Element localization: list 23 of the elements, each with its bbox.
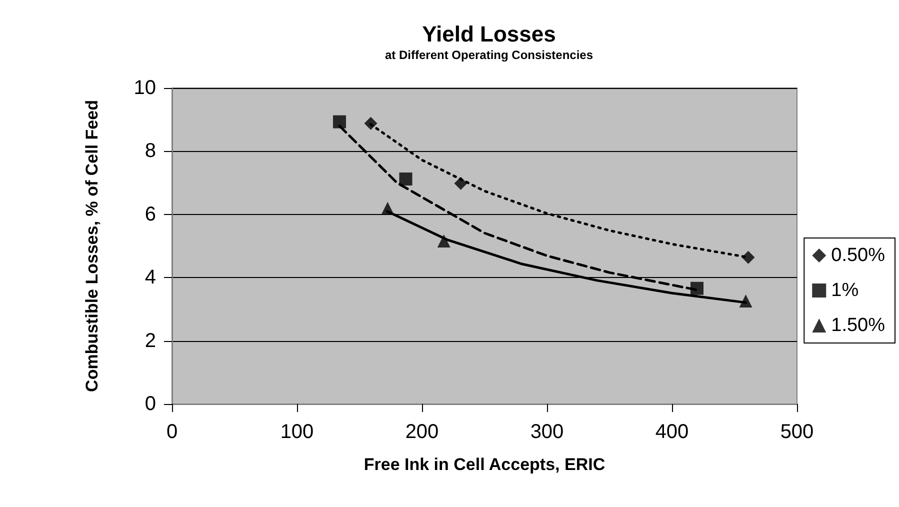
point: [742, 250, 755, 264]
y-tick-label: 8: [144, 140, 156, 162]
y-tick-label: 2: [144, 330, 156, 352]
y-tick-label: 0: [144, 393, 156, 415]
x-tick-label: 100: [280, 421, 314, 443]
legend-label: 0.50%: [831, 245, 886, 266]
y-axis-title: Combustible Losses, % of Cell Feed: [82, 100, 102, 392]
point: [399, 172, 412, 186]
y-tick-label: 4: [144, 266, 156, 289]
x-tick-label: 500: [780, 421, 814, 443]
legend-label: 1.50%: [831, 315, 886, 336]
chart-title: Yield Losses: [422, 22, 556, 46]
x-tick-label: 300: [530, 421, 564, 443]
x-tick-label: 400: [655, 421, 689, 443]
legend-label: 1%: [831, 280, 859, 301]
chart-subtitle: at Different Operating Consistencies: [384, 48, 594, 62]
point: [333, 115, 346, 128]
x-tick-label: 0: [166, 421, 178, 443]
y-tick-label: 6: [144, 203, 156, 226]
x-axis-title: Free Ink in Cell Accepts, ERIC: [364, 455, 606, 474]
y-tick-label: 10: [134, 77, 156, 99]
point: [437, 234, 450, 248]
x-tick-label: 200: [405, 421, 439, 443]
